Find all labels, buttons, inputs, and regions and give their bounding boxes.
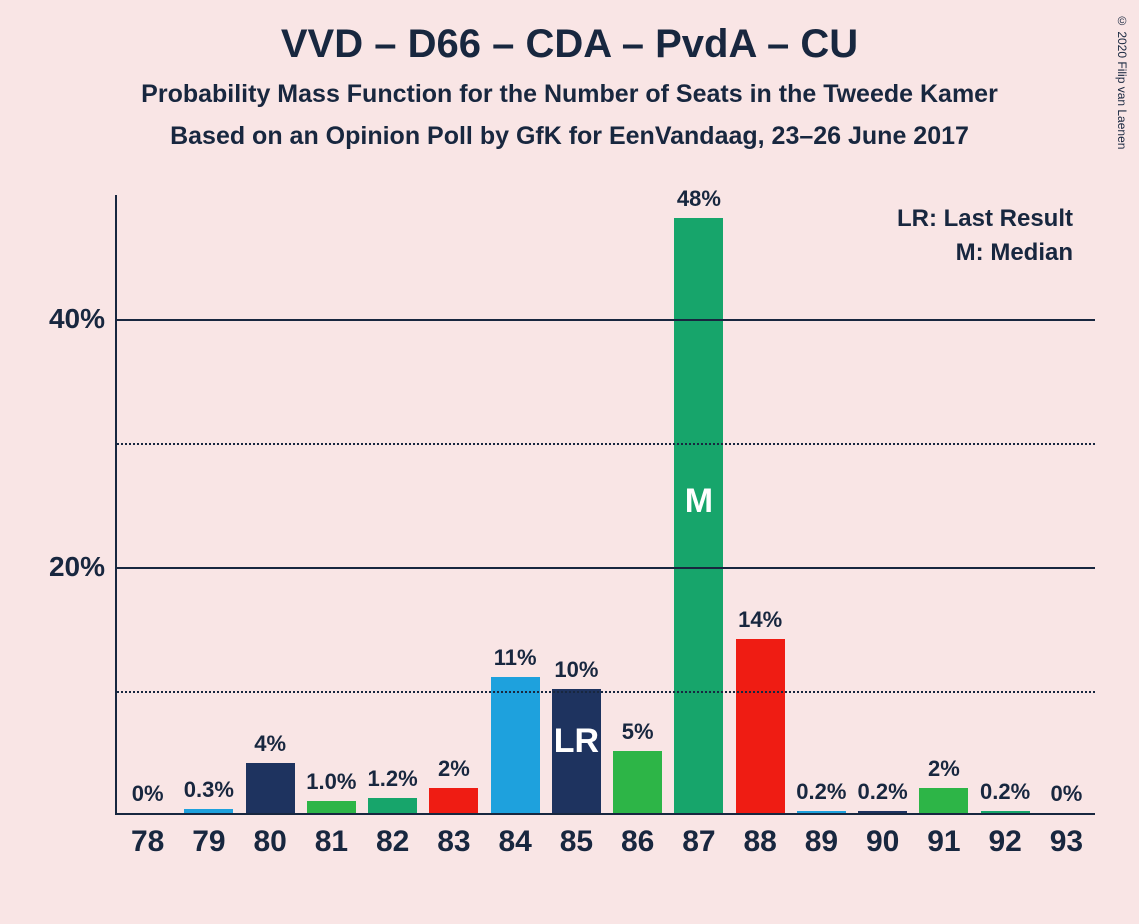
bar-inside-label: M xyxy=(685,482,713,521)
bar-value-label: 1.0% xyxy=(306,769,356,795)
bar-rect: LR xyxy=(552,689,601,813)
bar-rect xyxy=(307,801,356,813)
xtick-label: 83 xyxy=(437,825,470,859)
bar-value-label: 0.2% xyxy=(858,779,908,805)
bar-value-label: 48% xyxy=(677,186,721,212)
xtick-label: 90 xyxy=(866,825,899,859)
bar-inside-label: LR xyxy=(554,722,599,761)
xtick-label: 86 xyxy=(621,825,654,859)
bar-value-label: 10% xyxy=(554,657,598,683)
xtick-label: 85 xyxy=(560,825,593,859)
bar-value-label: 2% xyxy=(928,756,960,782)
ytick-label: 40% xyxy=(49,303,105,335)
bar: 48% M xyxy=(674,186,723,813)
bar-value-label: 4% xyxy=(254,731,286,757)
bar: 0.2% xyxy=(797,779,846,813)
bar-value-label: 2% xyxy=(438,756,470,782)
bar: 11% xyxy=(491,645,540,813)
bar: 1.2% xyxy=(368,766,417,813)
bar-rect xyxy=(858,811,907,813)
bar-value-label: 14% xyxy=(738,607,782,633)
bar-rect: M xyxy=(674,218,723,813)
bar-rect xyxy=(491,677,540,813)
gridline-major xyxy=(117,567,1095,569)
bars-container: 0%0.3%4%1.0%1.2%2%11%10%LR5%48%M14%0.2%0… xyxy=(117,195,1095,813)
chart-area: LR: Last Result M: Median 0%0.3%4%1.0%1.… xyxy=(115,195,1095,815)
xtick-label: 89 xyxy=(805,825,838,859)
gridline-major xyxy=(117,319,1095,321)
bar-rect xyxy=(246,763,295,813)
xtick-label: 92 xyxy=(988,825,1021,859)
xtick-label: 78 xyxy=(131,825,164,859)
bar-rect xyxy=(919,788,968,813)
bar-value-label: 0% xyxy=(132,781,164,807)
xtick-label: 80 xyxy=(253,825,286,859)
xtick-label: 82 xyxy=(376,825,409,859)
bar-value-label: 0.2% xyxy=(980,779,1030,805)
gridline-minor xyxy=(117,691,1095,693)
bar-rect xyxy=(429,788,478,813)
bar-rect xyxy=(613,751,662,813)
bar-rect xyxy=(981,811,1030,813)
bar-rect xyxy=(184,809,233,813)
bar: 0.3% xyxy=(184,777,233,813)
bar-rect xyxy=(368,798,417,813)
bar-rect xyxy=(736,639,785,813)
bar: 10% LR xyxy=(552,657,601,813)
bar-value-label: 0% xyxy=(1050,781,1082,807)
chart-subtitle-1: Probability Mass Function for the Number… xyxy=(0,80,1139,109)
chart-title: VVD – D66 – CDA – PvdA – CU xyxy=(0,22,1139,67)
bar: 2% xyxy=(919,756,968,813)
xtick-label: 93 xyxy=(1050,825,1083,859)
xtick-label: 84 xyxy=(498,825,531,859)
bar-value-label: 1.2% xyxy=(368,766,418,792)
chart-subtitle-2: Based on an Opinion Poll by GfK for EenV… xyxy=(0,122,1139,151)
bar-value-label: 0.3% xyxy=(184,777,234,803)
bar-value-label: 0.2% xyxy=(796,779,846,805)
xtick-label: 91 xyxy=(927,825,960,859)
bar: 0% xyxy=(1042,781,1091,813)
copyright-label: © 2020 Filip van Laenen xyxy=(1115,14,1129,149)
gridline-minor xyxy=(117,443,1095,445)
bar-rect xyxy=(797,811,846,813)
bar: 0% xyxy=(123,781,172,813)
bar: 14% xyxy=(736,607,785,813)
xtick-label: 81 xyxy=(315,825,348,859)
xtick-label: 88 xyxy=(743,825,776,859)
bar: 1.0% xyxy=(307,769,356,813)
bar: 0.2% xyxy=(981,779,1030,813)
bar: 0.2% xyxy=(858,779,907,813)
bar-value-label: 5% xyxy=(622,719,654,745)
bar: 2% xyxy=(429,756,478,813)
bar-value-label: 11% xyxy=(494,645,537,671)
ytick-label: 20% xyxy=(49,551,105,583)
bar: 5% xyxy=(613,719,662,813)
bar: 4% xyxy=(246,731,295,813)
xtick-label: 87 xyxy=(682,825,715,859)
xtick-label: 79 xyxy=(192,825,225,859)
